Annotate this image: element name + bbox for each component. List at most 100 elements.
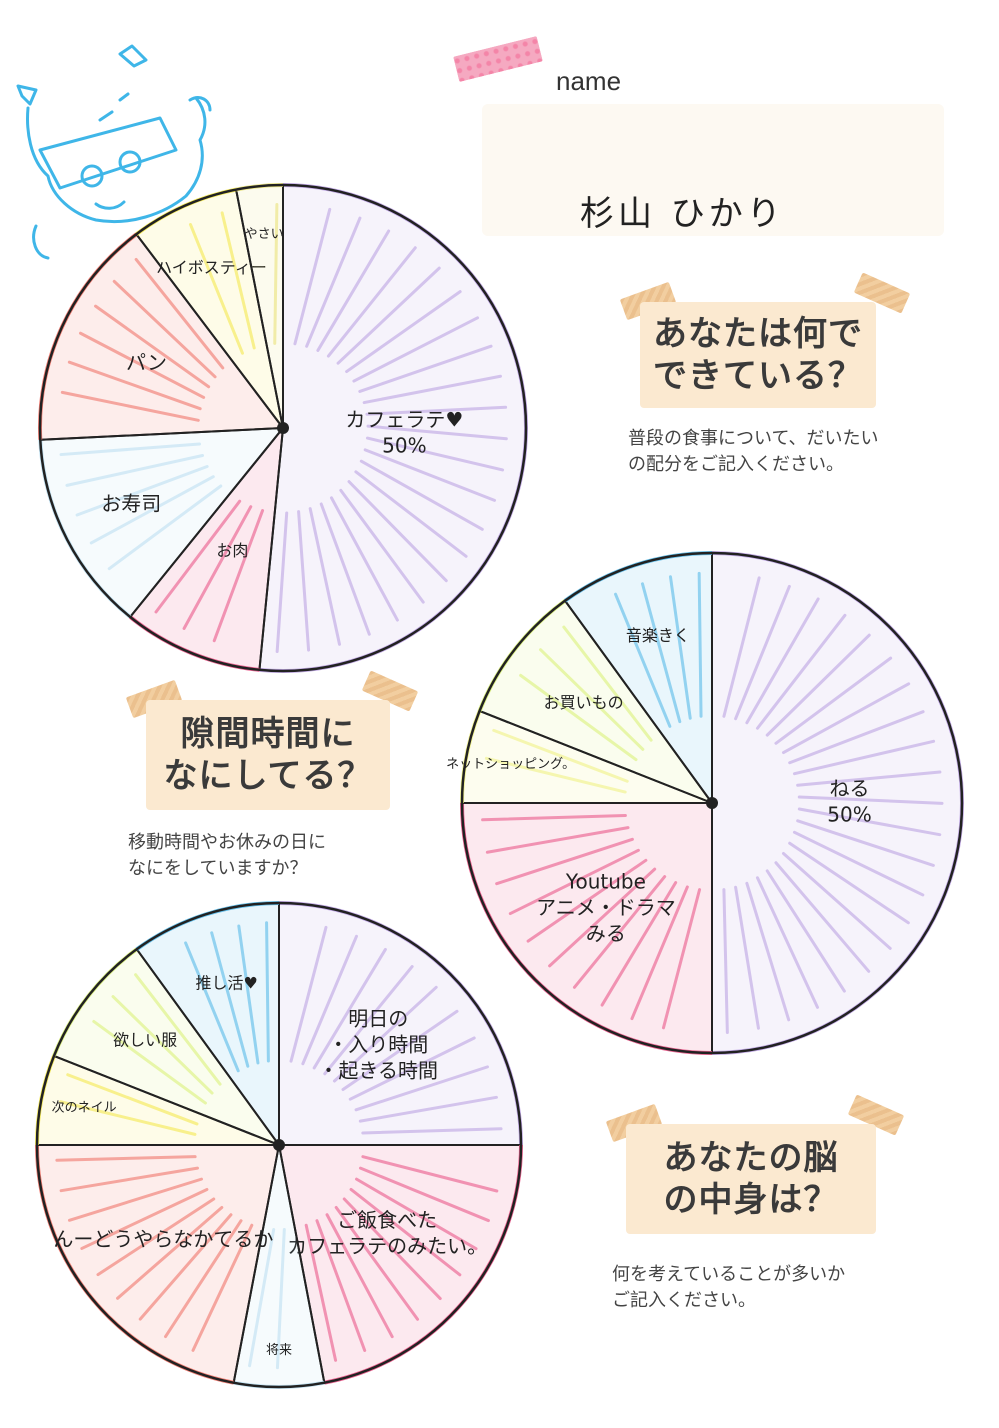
brain-description: 何を考えていることが多いか ご記入ください。 xyxy=(612,1264,846,1311)
pie-label: Youtube xyxy=(565,870,646,894)
pie-hatch xyxy=(354,470,468,558)
pie-hatch xyxy=(312,947,387,1070)
free-time-question-title-1: 隙間時間に xyxy=(180,714,356,754)
pie-hatch xyxy=(315,1219,367,1352)
pie-hatch xyxy=(273,203,279,345)
free-time-question-title-2: なにしてる？ xyxy=(163,756,373,796)
pie-hatch xyxy=(349,1187,462,1277)
pie-hatch xyxy=(304,1223,338,1362)
pie-hatch xyxy=(323,965,414,1076)
pie-hatch xyxy=(326,246,417,358)
pie-hatch xyxy=(107,484,223,571)
pie-hatch xyxy=(316,229,391,352)
pie-label: ハイボスティー xyxy=(156,258,267,277)
pie-hatch xyxy=(796,770,942,787)
pie-hatch xyxy=(65,454,205,487)
pie-label: お肉 xyxy=(216,541,248,560)
pie-hatch xyxy=(481,813,627,822)
pie-center-dot xyxy=(273,1139,285,1151)
pie-hatch xyxy=(297,510,311,652)
pie-hatch xyxy=(734,885,760,1030)
pie-hatch xyxy=(79,331,206,399)
pie-hatch xyxy=(361,1155,499,1193)
pie-hatch xyxy=(67,360,202,411)
pie-hatch xyxy=(722,888,729,1034)
pie-hatch xyxy=(765,869,846,993)
pie-hatch xyxy=(134,257,225,370)
pie-hatch xyxy=(774,656,893,745)
pie-hatch xyxy=(67,1177,203,1222)
pie-label: 将来 xyxy=(266,1343,292,1358)
pie-center-dot xyxy=(277,422,289,434)
pie-hatch xyxy=(66,1073,199,1126)
pie-label: ネットショッピング。 xyxy=(446,757,575,772)
pie-center-dot xyxy=(706,797,718,809)
pie-hatch xyxy=(341,1009,459,1092)
pie-hatch xyxy=(668,575,692,720)
pie-hatch xyxy=(755,876,820,1009)
pie-outline xyxy=(38,183,528,673)
pie-hatch xyxy=(345,290,462,374)
pie-hatch xyxy=(210,931,250,1068)
pie-label: 次のネイル xyxy=(52,1099,117,1115)
pie-label: 明日の xyxy=(348,1006,408,1030)
pie-hatch xyxy=(138,1213,233,1321)
pie-hatch xyxy=(697,571,703,718)
pie-hatch xyxy=(60,390,200,422)
pie-hatch xyxy=(492,728,629,783)
pie-hatch xyxy=(59,1166,200,1193)
pie-hatch xyxy=(526,858,648,943)
pie-label: パン xyxy=(126,351,167,375)
pie-hatch xyxy=(734,584,791,721)
pie-hatch xyxy=(797,795,944,805)
pie-hatch xyxy=(548,867,657,968)
pie-hatch xyxy=(289,925,328,1063)
pie-hatch xyxy=(352,316,480,383)
pie-hatch xyxy=(539,648,645,751)
pie-hatch xyxy=(508,848,640,916)
pie-hatch xyxy=(182,505,253,630)
pie-hatch xyxy=(781,851,892,950)
pie-hatch xyxy=(774,861,871,973)
pie-hatch xyxy=(212,509,265,643)
pie-label: 欲しい服 xyxy=(113,1031,177,1050)
pie-hatch xyxy=(755,613,847,730)
pie-hatch xyxy=(361,1127,503,1135)
pie-hatch xyxy=(363,448,497,502)
pie-hatch xyxy=(116,1205,224,1300)
pie-label: アニメ・ドラマ xyxy=(536,896,676,920)
pie-hatch xyxy=(332,985,438,1083)
pie-hatch xyxy=(301,934,358,1066)
pie-hatch xyxy=(342,1197,442,1301)
pie-hatch xyxy=(111,995,214,1095)
pie-hatch xyxy=(358,1095,498,1123)
pie-hatch xyxy=(334,1205,420,1321)
pie-hatch xyxy=(134,973,222,1086)
pie-outline xyxy=(460,551,964,1055)
pie-hatch xyxy=(797,807,942,837)
pie-hatch xyxy=(792,830,925,897)
brain-question-card: あなたの脳 の中身は？ xyxy=(626,1124,876,1234)
pie-hatch xyxy=(55,1155,197,1162)
pie-hatch xyxy=(485,826,630,854)
pie-slice-food: ハイボスティー xyxy=(134,187,284,429)
pie-hatch xyxy=(80,1187,209,1250)
pie-label: カフェラテのみたい。 xyxy=(287,1234,487,1258)
pie-hatch xyxy=(630,885,689,1021)
pie-label: 50% xyxy=(827,803,871,827)
food-question-title-2: できている？ xyxy=(653,356,863,396)
pie-hatch xyxy=(319,502,371,636)
pie-hatch xyxy=(330,496,399,622)
pie-hatch xyxy=(325,1213,394,1339)
pie-hatch xyxy=(248,1228,276,1368)
pie-hatch xyxy=(359,459,484,531)
pie-label: 推し活♥ xyxy=(195,973,257,992)
pie-hatch xyxy=(265,921,270,1063)
pie-label: ご飯食べた xyxy=(337,1208,437,1232)
pie-food: カフェラテ♥50% お肉 お寿司 パン ハイボスティー やさい xyxy=(38,183,528,673)
pie-hatch xyxy=(572,875,667,989)
food-question-title-1: あなたは何で xyxy=(653,314,863,354)
